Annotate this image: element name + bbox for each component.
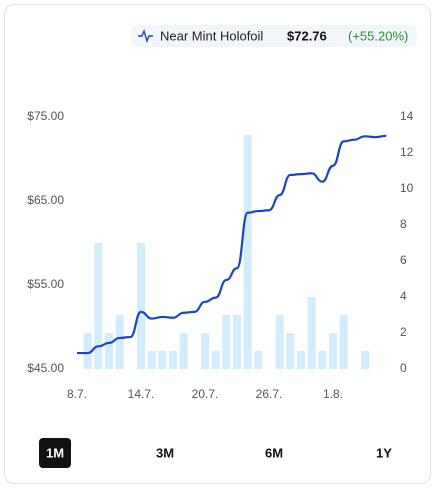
volume-bar — [179, 333, 188, 369]
y-tick-label: $75.00 — [27, 109, 64, 123]
range-button-bg[interactable] — [39, 438, 71, 468]
volume-bar — [339, 315, 348, 369]
volume-bar — [307, 297, 316, 369]
legend-price: $72.76 — [287, 28, 327, 43]
volume-bar — [94, 243, 103, 369]
volume-bar — [233, 315, 241, 369]
volume-bar — [329, 333, 337, 369]
card — [4, 4, 431, 484]
y2-tick-label: 12 — [400, 145, 414, 159]
range-button[interactable]: 3M — [156, 445, 174, 460]
range-button[interactable]: 1Y — [376, 445, 392, 460]
volume-bar — [254, 351, 263, 369]
y2-tick-label: 8 — [400, 217, 407, 231]
legend-pill — [131, 25, 417, 47]
volume-bar — [222, 315, 231, 369]
y2-tick-label: 0 — [400, 361, 407, 375]
volume-bar — [318, 351, 327, 369]
volume-bar — [169, 351, 177, 369]
legend-change: (+55.20%) — [348, 28, 408, 43]
volume-bar — [275, 315, 284, 369]
volume-bar — [361, 351, 369, 369]
y-tick-label: $45.00 — [27, 361, 64, 375]
volume-bar — [105, 333, 113, 369]
volume-bar — [286, 333, 295, 369]
legend-icon — [138, 28, 153, 44]
y-tick-label: $65.00 — [27, 193, 64, 207]
y2-tick-label: 4 — [400, 289, 407, 303]
y2-tick-label: 2 — [400, 325, 407, 339]
volume-bar — [137, 243, 145, 369]
volume-bar — [201, 333, 209, 369]
volume-bar — [211, 351, 220, 369]
price-line — [76, 134, 387, 355]
volume-bar — [147, 351, 156, 369]
range-button[interactable]: 1M — [46, 445, 64, 460]
x-tick-label: 20.7. — [192, 387, 219, 401]
y-tick-label: $55.00 — [27, 277, 64, 291]
volume-bar — [243, 135, 252, 369]
x-tick-label: 1.8. — [323, 387, 343, 401]
x-tick-label: 14.7. — [128, 387, 155, 401]
volume-bar — [297, 351, 305, 369]
volume-bar — [158, 351, 167, 369]
y2-tick-label: 10 — [400, 181, 414, 195]
y2-tick-label: 14 — [400, 109, 414, 123]
y2-tick-label: 6 — [400, 253, 407, 267]
x-tick-label: 8.7. — [67, 387, 87, 401]
volume-bar — [83, 333, 92, 369]
x-tick-label: 26.7. — [256, 387, 283, 401]
volume-bar — [115, 315, 124, 369]
legend-name: Near Mint Holofoil — [160, 28, 263, 43]
range-button[interactable]: 6M — [265, 445, 283, 460]
